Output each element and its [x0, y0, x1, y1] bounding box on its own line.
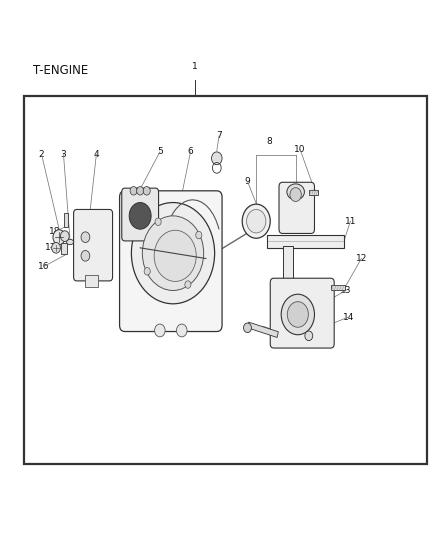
Text: 8: 8	[266, 137, 272, 146]
Circle shape	[130, 187, 137, 195]
Text: 15: 15	[277, 329, 288, 337]
Text: 1: 1	[192, 62, 198, 71]
Circle shape	[53, 230, 65, 245]
Circle shape	[81, 232, 90, 243]
Circle shape	[287, 302, 308, 327]
Circle shape	[290, 188, 301, 201]
Bar	[309, 190, 318, 195]
Circle shape	[143, 187, 150, 195]
Ellipse shape	[287, 184, 304, 200]
Text: 12: 12	[356, 254, 367, 263]
Text: 13: 13	[340, 286, 352, 295]
Circle shape	[144, 268, 150, 275]
Bar	[247, 322, 278, 337]
Circle shape	[281, 294, 314, 335]
Circle shape	[137, 187, 144, 195]
FancyBboxPatch shape	[279, 182, 314, 233]
Text: 11: 11	[345, 217, 356, 225]
Text: 7: 7	[216, 132, 222, 140]
Circle shape	[142, 216, 204, 290]
Circle shape	[305, 331, 313, 341]
Circle shape	[155, 218, 161, 225]
Circle shape	[247, 209, 266, 233]
Circle shape	[177, 324, 187, 337]
Bar	[283, 246, 293, 298]
Circle shape	[154, 230, 196, 281]
Circle shape	[52, 243, 60, 253]
Circle shape	[60, 231, 69, 241]
Circle shape	[185, 281, 191, 288]
Bar	[331, 285, 345, 290]
Ellipse shape	[67, 239, 74, 245]
Text: 16: 16	[38, 262, 49, 271]
Bar	[267, 235, 344, 248]
Bar	[85, 275, 98, 287]
Text: 3: 3	[60, 150, 67, 159]
Bar	[24, 96, 427, 464]
FancyBboxPatch shape	[122, 188, 159, 241]
Text: 18: 18	[49, 228, 60, 236]
Circle shape	[81, 251, 90, 261]
Circle shape	[244, 323, 251, 333]
FancyBboxPatch shape	[270, 278, 334, 348]
Text: T-ENGINE: T-ENGINE	[33, 64, 88, 77]
Text: 17: 17	[45, 244, 56, 252]
Text: 2: 2	[39, 150, 44, 159]
Circle shape	[212, 152, 222, 165]
Text: 9: 9	[244, 177, 251, 185]
FancyBboxPatch shape	[120, 191, 222, 332]
Circle shape	[242, 204, 270, 238]
Circle shape	[155, 324, 165, 337]
Circle shape	[196, 231, 202, 239]
Text: 4: 4	[94, 150, 99, 159]
Text: 6: 6	[187, 148, 194, 156]
Bar	[61, 243, 67, 254]
Text: 14: 14	[343, 313, 354, 321]
Circle shape	[129, 203, 151, 229]
Text: 10: 10	[294, 145, 306, 154]
Bar	[64, 213, 68, 227]
Circle shape	[131, 203, 215, 304]
Text: 5: 5	[157, 148, 163, 156]
FancyBboxPatch shape	[74, 209, 113, 281]
